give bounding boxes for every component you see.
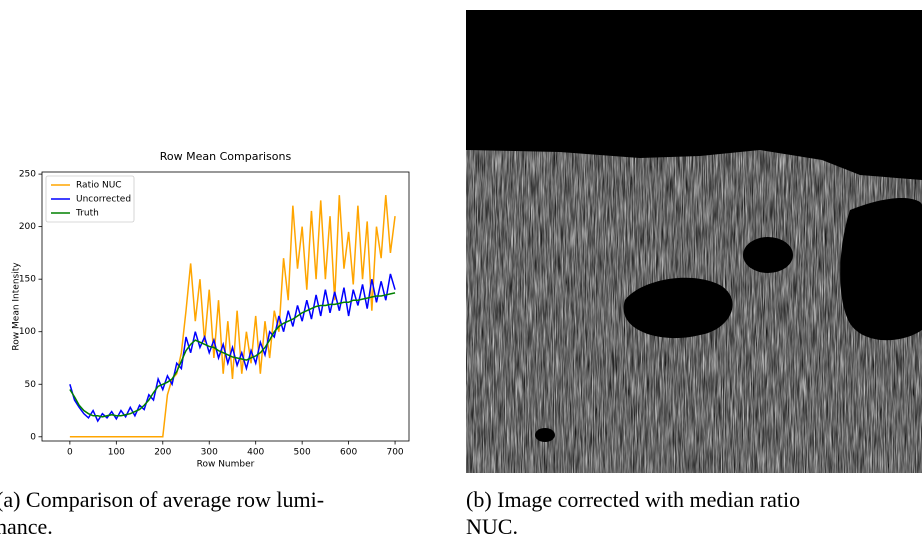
series-line bbox=[69, 195, 396, 438]
legend-label: Truth bbox=[75, 209, 99, 219]
caption-b: (b) Image corrected with median ratio NU… bbox=[466, 486, 800, 540]
x-axis-label: Row Number bbox=[197, 460, 255, 470]
caption-line: (a) Comparison of average row lumi- bbox=[0, 487, 325, 512]
x-tick-label: 300 bbox=[201, 448, 218, 458]
caption-line: (b) Image corrected with median ratio bbox=[466, 487, 801, 512]
x-tick-label: 0 bbox=[67, 448, 73, 458]
y-tick-label: 250 bbox=[19, 170, 36, 180]
x-tick-label: 100 bbox=[108, 448, 125, 458]
lake bbox=[743, 237, 793, 273]
image-dark-band bbox=[466, 150, 922, 180]
x-tick-label: 600 bbox=[340, 448, 357, 458]
y-tick-label: 200 bbox=[19, 222, 36, 232]
x-tick-label: 400 bbox=[247, 448, 264, 458]
legend-box bbox=[45, 175, 135, 223]
y-tick-label: 100 bbox=[19, 327, 36, 337]
caption-line: NUC. bbox=[466, 514, 518, 539]
caption-line: nance. bbox=[0, 514, 53, 539]
pond bbox=[535, 428, 555, 442]
y-tick-label: 150 bbox=[19, 275, 36, 285]
lake bbox=[840, 198, 922, 341]
series-line bbox=[69, 273, 396, 423]
y-tick-label: 0 bbox=[30, 432, 36, 442]
axes-frame bbox=[41, 171, 410, 442]
legend-label: Ratio NUC bbox=[76, 181, 122, 191]
caption-a: (a) Comparison of average row lumi- nanc… bbox=[0, 486, 324, 540]
corrected-image bbox=[466, 10, 922, 473]
legend-label: Uncorrected bbox=[76, 195, 131, 205]
chart-title: Row Mean Comparisons bbox=[160, 150, 292, 163]
x-tick-label: 700 bbox=[386, 448, 403, 458]
x-tick-label: 500 bbox=[294, 448, 311, 458]
lake bbox=[623, 277, 733, 339]
y-tick-label: 50 bbox=[25, 380, 37, 390]
x-tick-label: 200 bbox=[154, 448, 171, 458]
y-axis-label: Row Mean Intensity bbox=[12, 262, 22, 351]
series-line bbox=[69, 292, 396, 418]
